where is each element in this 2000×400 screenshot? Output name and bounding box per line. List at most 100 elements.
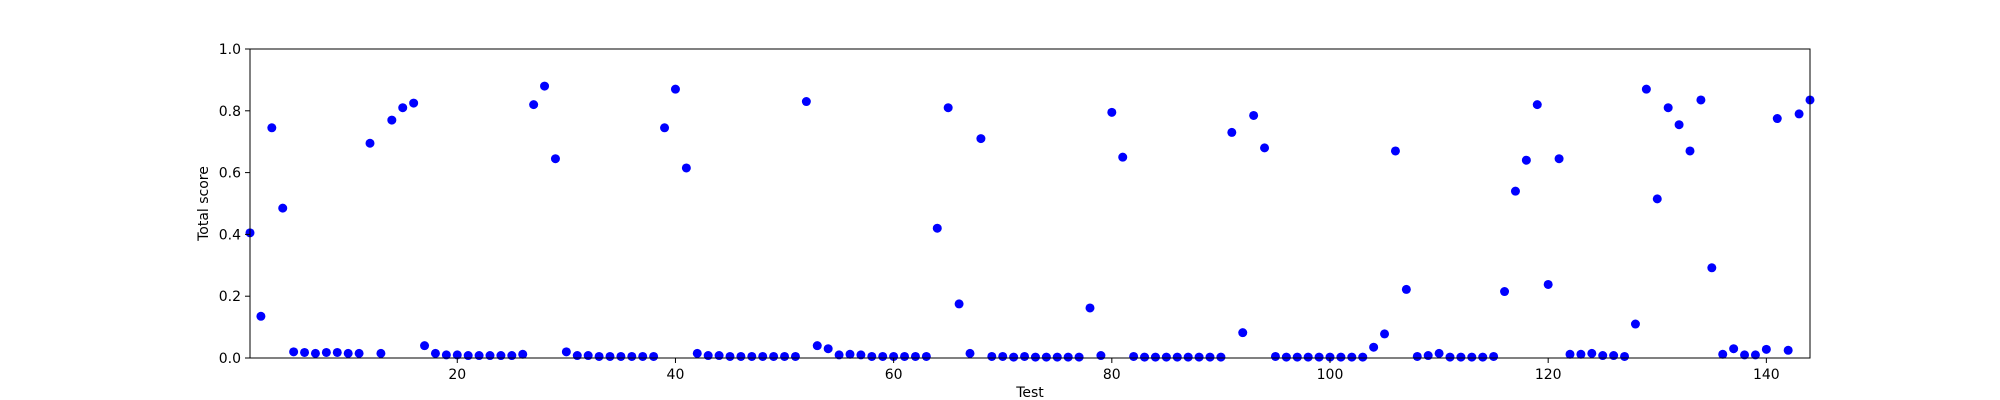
data-point-52 bbox=[801, 97, 811, 107]
data-point-45 bbox=[725, 351, 735, 361]
data-point-86 bbox=[1172, 352, 1182, 362]
data-point-117 bbox=[1510, 186, 1520, 196]
data-point-114 bbox=[1478, 352, 1488, 362]
data-point-72 bbox=[1020, 351, 1030, 361]
data-point-79 bbox=[1096, 351, 1106, 361]
data-point-68 bbox=[976, 134, 986, 144]
data-point-3 bbox=[267, 123, 277, 133]
data-point-33 bbox=[594, 351, 604, 361]
data-point-11 bbox=[354, 348, 364, 358]
data-point-66 bbox=[954, 299, 964, 309]
data-point-103 bbox=[1358, 352, 1368, 362]
data-point-141 bbox=[1772, 114, 1782, 124]
data-point-6 bbox=[300, 347, 310, 357]
data-point-23 bbox=[485, 351, 495, 361]
data-point-43 bbox=[703, 351, 713, 361]
data-point-119 bbox=[1532, 100, 1542, 110]
data-point-49 bbox=[769, 351, 779, 361]
data-point-137 bbox=[1729, 344, 1739, 354]
data-point-128 bbox=[1630, 319, 1640, 329]
y-tick-label: 1.0 bbox=[219, 42, 241, 58]
data-point-5 bbox=[289, 347, 299, 357]
data-point-121 bbox=[1554, 154, 1564, 164]
data-point-133 bbox=[1685, 146, 1695, 156]
data-point-112 bbox=[1456, 352, 1466, 362]
x-axis-label: Test bbox=[1015, 385, 1044, 400]
data-point-44 bbox=[714, 351, 724, 361]
x-axis: 20 40 60 80 100 120 140 bbox=[448, 358, 1780, 383]
data-point-82 bbox=[1129, 351, 1139, 361]
data-point-47 bbox=[747, 351, 757, 361]
data-point-46 bbox=[736, 351, 746, 361]
data-point-129 bbox=[1641, 84, 1651, 94]
x-tick-label: 80 bbox=[1103, 367, 1121, 383]
y-tick-label: 0.4 bbox=[219, 227, 241, 243]
data-point-62 bbox=[910, 351, 920, 361]
y-tick-label: 0.0 bbox=[219, 351, 241, 367]
data-point-25 bbox=[507, 351, 517, 361]
data-point-109 bbox=[1423, 351, 1433, 361]
data-point-74 bbox=[1041, 352, 1051, 362]
data-point-51 bbox=[790, 351, 800, 361]
data-point-31 bbox=[572, 351, 582, 361]
data-point-28 bbox=[540, 81, 550, 91]
data-point-126 bbox=[1609, 351, 1619, 361]
data-point-106 bbox=[1390, 146, 1400, 156]
data-point-101 bbox=[1336, 352, 1346, 362]
data-point-26 bbox=[518, 349, 528, 359]
data-point-30 bbox=[561, 347, 571, 357]
data-point-37 bbox=[638, 351, 648, 361]
data-point-100 bbox=[1325, 352, 1335, 362]
data-point-136 bbox=[1718, 349, 1728, 359]
x-tick-label: 140 bbox=[1753, 367, 1780, 383]
data-point-27 bbox=[529, 100, 539, 110]
data-point-138 bbox=[1740, 350, 1750, 360]
x-tick-label: 120 bbox=[1535, 367, 1562, 383]
data-point-92 bbox=[1238, 328, 1248, 338]
data-point-93 bbox=[1249, 110, 1259, 120]
data-point-53 bbox=[812, 341, 822, 351]
data-point-56 bbox=[845, 349, 855, 359]
data-point-107 bbox=[1401, 284, 1411, 294]
data-point-70 bbox=[998, 351, 1008, 361]
data-point-89 bbox=[1205, 352, 1215, 362]
data-point-35 bbox=[616, 351, 626, 361]
data-point-69 bbox=[987, 351, 997, 361]
data-point-40 bbox=[670, 84, 680, 94]
y-tick-label: 0.6 bbox=[219, 166, 241, 182]
data-point-32 bbox=[583, 351, 593, 361]
data-point-4 bbox=[278, 203, 288, 213]
data-point-57 bbox=[856, 350, 866, 360]
data-point-125 bbox=[1598, 351, 1608, 361]
data-point-14 bbox=[387, 115, 397, 125]
data-point-48 bbox=[758, 351, 768, 361]
data-point-16 bbox=[409, 98, 419, 108]
plot-area bbox=[250, 49, 1810, 358]
data-point-122 bbox=[1565, 349, 1575, 359]
data-point-8 bbox=[321, 347, 331, 357]
data-point-135 bbox=[1707, 263, 1717, 273]
data-point-58 bbox=[867, 351, 877, 361]
data-point-9 bbox=[332, 347, 342, 357]
data-point-55 bbox=[834, 350, 844, 360]
data-point-61 bbox=[900, 351, 910, 361]
data-point-94 bbox=[1260, 143, 1270, 153]
data-point-21 bbox=[463, 351, 473, 361]
data-point-36 bbox=[627, 351, 637, 361]
data-point-67 bbox=[965, 348, 975, 358]
data-point-78 bbox=[1085, 303, 1095, 313]
data-point-54 bbox=[823, 344, 833, 354]
data-point-123 bbox=[1576, 349, 1586, 359]
data-point-12 bbox=[365, 138, 375, 148]
data-point-75 bbox=[1052, 352, 1062, 362]
data-point-143 bbox=[1794, 109, 1804, 119]
data-point-19 bbox=[441, 350, 451, 360]
data-point-20 bbox=[452, 350, 462, 360]
x-tick-label: 60 bbox=[885, 367, 903, 383]
x-tick-label: 40 bbox=[667, 367, 685, 383]
data-point-81 bbox=[1118, 152, 1128, 162]
data-point-105 bbox=[1380, 329, 1390, 339]
data-point-76 bbox=[1063, 352, 1073, 362]
data-points bbox=[245, 81, 1815, 362]
data-point-83 bbox=[1140, 352, 1150, 362]
